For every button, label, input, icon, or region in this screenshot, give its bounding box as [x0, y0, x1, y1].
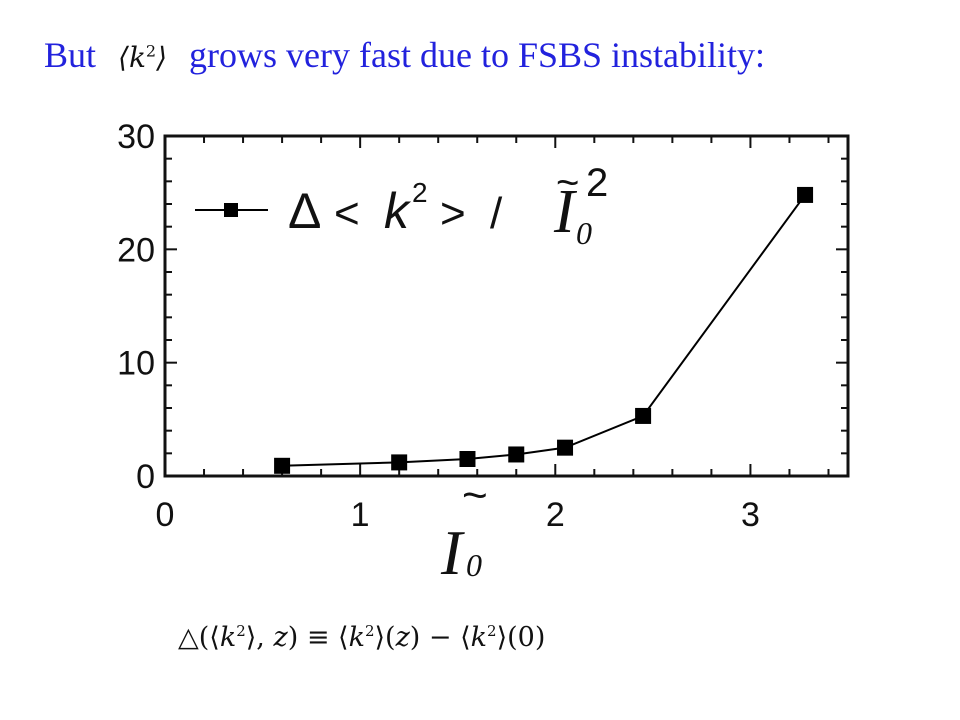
headline-suffix: grows very fast due to FSBS instability: — [189, 35, 766, 75]
series-markers — [274, 186, 814, 474]
slide-headline: But ⟨k2⟩ grows very fast due to FSBS insta… — [44, 34, 765, 76]
formula-part-1: △(⟨ — [178, 622, 220, 653]
formula-k-3: k — [470, 622, 488, 653]
data-point-marker — [508, 446, 525, 463]
data-point-marker — [391, 454, 408, 471]
legend-lt: < — [334, 189, 360, 238]
legend-k: k — [384, 183, 412, 239]
formula-k-1: k — [219, 622, 237, 653]
formula-k-2: k — [348, 622, 365, 653]
x-axis-var-sub: 0 — [466, 547, 482, 583]
formula-part-5: ) − ⟨ — [409, 622, 471, 653]
legend-delta: Δ — [288, 183, 321, 239]
legend-gt: > — [440, 189, 466, 238]
x-tick-label: 2 — [546, 496, 565, 534]
series-line — [282, 194, 806, 467]
x-tick-label: 3 — [741, 496, 760, 534]
data-point-marker — [459, 451, 476, 467]
formula-z-2: z — [395, 622, 410, 653]
formula-part-6: ⟩(0) — [496, 622, 546, 653]
data-point-marker — [557, 439, 574, 456]
headline-math-k2: ⟨k2⟩ — [118, 41, 168, 74]
x-tick-label: 0 — [156, 496, 175, 534]
legend-i0-sub: 0 — [576, 215, 592, 251]
formula-part-4: ⟩( — [374, 622, 396, 653]
headline-math-k: k — [128, 41, 146, 74]
data-point-marker — [274, 457, 291, 474]
legend-i0-exp: 2 — [586, 161, 608, 205]
data-point-marker — [797, 186, 814, 203]
legend-slash: / — [490, 189, 503, 238]
legend: Δ < k 2 > / I 0 ~ 2 — [195, 161, 608, 251]
y-tick-label: 20 — [117, 231, 155, 269]
x-axis-var-base: I — [440, 517, 465, 588]
formula-part-3: ) ≡ ⟨ — [287, 622, 349, 653]
formula-z-1: z — [273, 622, 288, 653]
formula-exp-3: 2 — [487, 622, 497, 640]
legend-marker-sample — [224, 203, 238, 217]
legend-tilde: ~ — [556, 161, 579, 205]
y-tick-label: 30 — [117, 118, 155, 156]
formula-exp-1: 2 — [236, 622, 246, 640]
y-tick-label: 0 — [136, 458, 155, 496]
x-tick-label: 1 — [351, 496, 370, 534]
axis-ticks — [164, 135, 848, 477]
data-point-marker — [635, 407, 652, 424]
formula-part-2: ⟩, — [245, 622, 274, 653]
delta-definition-formula: △(⟨k2⟩, z) ≡ ⟨k2⟩(z) − ⟨k2⟩(0) — [178, 622, 545, 653]
headline-prefix: But — [44, 35, 97, 75]
x-axis-label: ~ I 0 — [440, 471, 488, 588]
y-tick-label: 10 — [117, 345, 155, 383]
headline-math-exp: 2 — [145, 41, 157, 61]
legend-i0-base: I — [553, 178, 578, 246]
plot-frame — [163, 134, 850, 478]
x-axis-tilde: ~ — [462, 471, 488, 520]
formula-exp-2: 2 — [364, 622, 375, 640]
legend-k-exp: 2 — [412, 177, 428, 208]
